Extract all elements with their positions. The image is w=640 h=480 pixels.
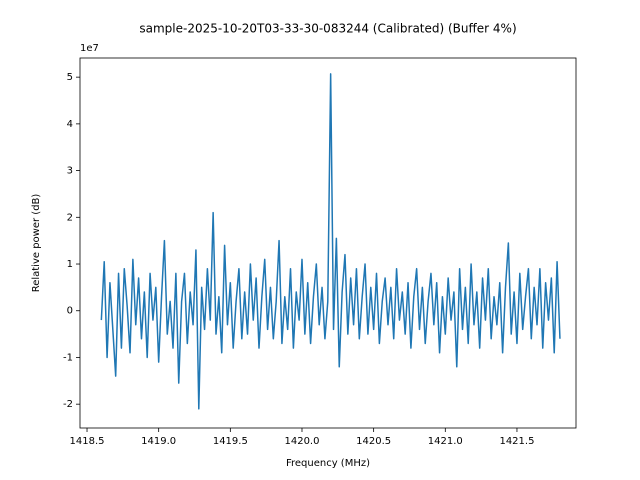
y-tick-label: 1: [67, 259, 73, 270]
y-tick-label: 4: [67, 119, 73, 130]
x-tick-label: 1421.5: [499, 436, 534, 447]
chart-title: sample-2025-10-20T03-33-30-083244 (Calib…: [139, 22, 516, 36]
x-tick-label: 1420.0: [284, 436, 319, 447]
y-axis-label: Relative power (dB): [31, 194, 42, 293]
y-tick-label: -1: [63, 352, 73, 363]
y-offset-label: 1e7: [80, 43, 99, 54]
plot-frame: [79, 57, 577, 429]
x-tick-label: 1420.5: [356, 436, 391, 447]
y-tick-label: 0: [67, 306, 73, 317]
x-tick-label: 1419.5: [213, 436, 248, 447]
y-tick-label: -2: [63, 399, 73, 410]
y-tick-label: 2: [67, 212, 73, 223]
x-axis-label: Frequency (MHz): [286, 458, 370, 469]
line-series: [100, 73, 561, 410]
x-tick-label: 1419.0: [141, 436, 176, 447]
y-tick-label: 5: [67, 72, 73, 83]
x-tick-label: 1418.5: [70, 436, 105, 447]
y-tick-label: 3: [67, 166, 73, 177]
x-tick-label: 1421.0: [428, 436, 463, 447]
